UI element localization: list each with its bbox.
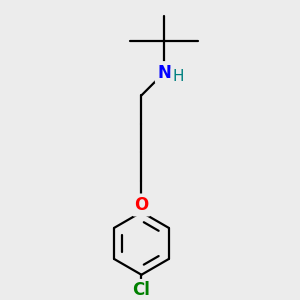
Text: Cl: Cl — [133, 281, 150, 299]
Text: N: N — [157, 64, 171, 82]
Text: H: H — [172, 69, 184, 84]
Text: O: O — [134, 196, 148, 214]
